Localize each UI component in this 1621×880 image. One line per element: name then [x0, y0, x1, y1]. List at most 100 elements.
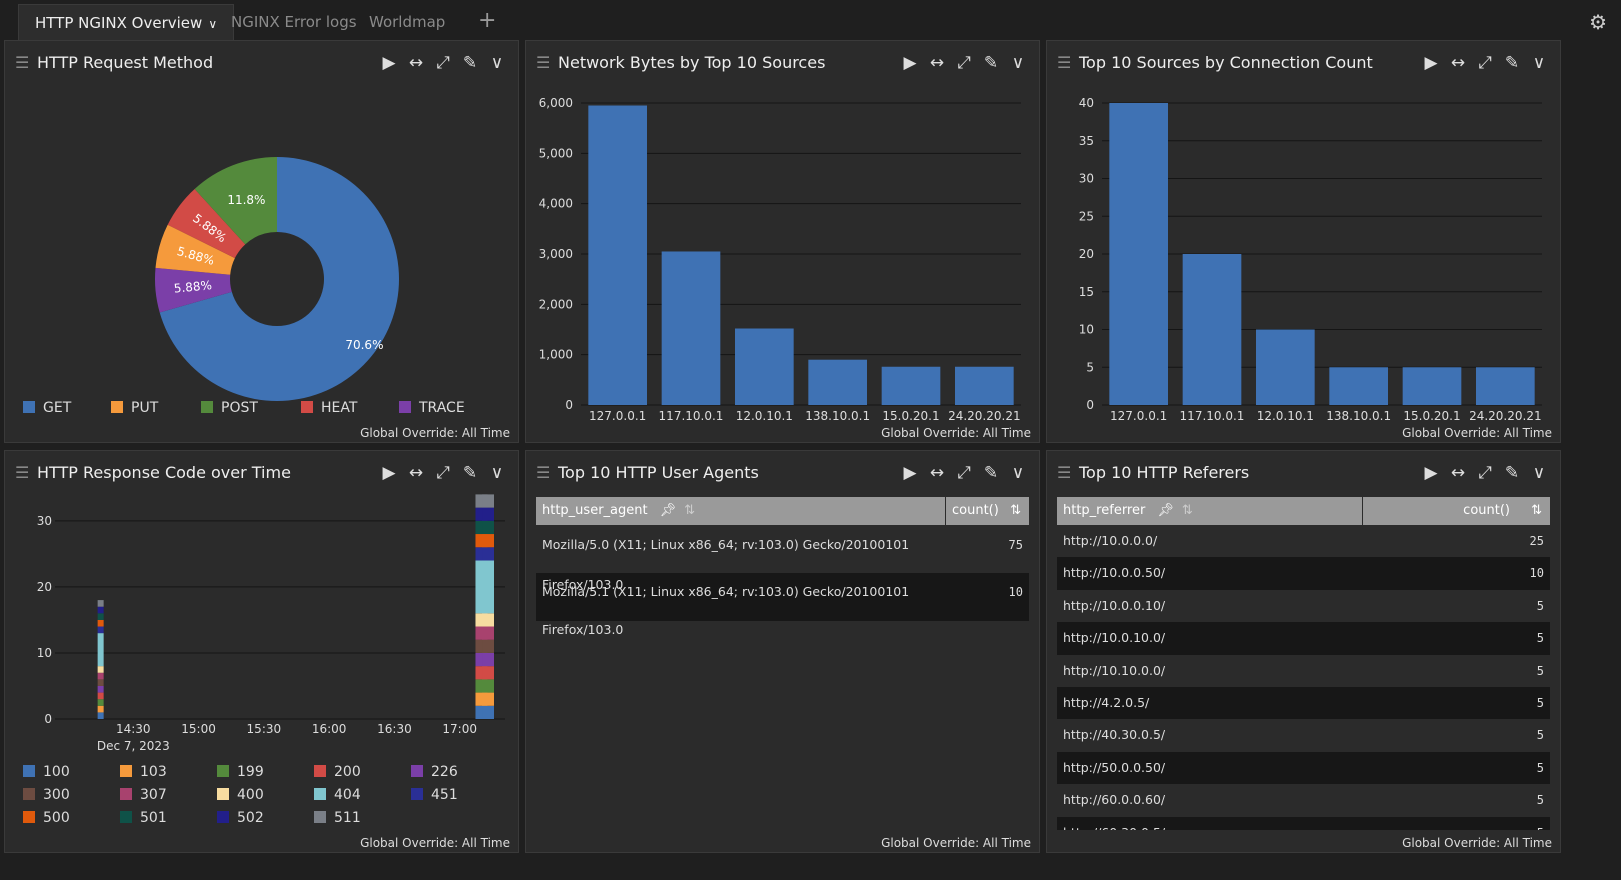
edit-icon[interactable]: ✎	[983, 463, 999, 483]
legend-item-501[interactable]: 501	[120, 809, 167, 827]
legend-item-put[interactable]: PUT	[111, 399, 158, 417]
table-row[interactable]: http://40.30.0.5/5	[1057, 719, 1550, 751]
play-icon[interactable]: ▶	[903, 53, 917, 73]
legend-item-post[interactable]: POST	[201, 399, 258, 417]
table-row[interactable]: Mozilla/5.0 (X11; Linux x86_64; rv:103.0…	[542, 537, 1023, 592]
drag-handle-icon[interactable]: ☰	[15, 53, 30, 72]
legend-item-400[interactable]: 400	[217, 786, 264, 804]
count-cell: 5	[1536, 793, 1544, 808]
legend-item-500[interactable]: 500	[23, 809, 70, 827]
resize-horizontal-icon[interactable]: ↔	[408, 53, 424, 73]
legend-item-heat[interactable]: HEAT	[301, 399, 357, 417]
drag-handle-icon[interactable]: ☰	[1057, 53, 1072, 72]
play-icon[interactable]: ▶	[382, 463, 396, 483]
table-row[interactable]: http://10.0.10.0/5	[1057, 622, 1550, 655]
expand-icon[interactable]: ⤢	[957, 463, 971, 483]
stack-segment-307	[97, 672, 104, 680]
chevron-down-icon[interactable]: ∨	[1532, 53, 1546, 73]
chevron-down-icon[interactable]: ∨	[1532, 463, 1546, 483]
expand-icon[interactable]: ⤢	[436, 53, 450, 73]
legend-item-511[interactable]: 511	[314, 809, 361, 827]
bar	[955, 366, 1014, 405]
bar	[661, 251, 721, 405]
sort-icon[interactable]: ⇅	[1531, 503, 1542, 518]
resize-horizontal-icon[interactable]: ↔	[408, 463, 424, 483]
legend-swatch	[314, 788, 326, 800]
table-row[interactable]: http://50.0.0.50/5	[1057, 751, 1550, 785]
legend-item-100[interactable]: 100	[23, 763, 70, 781]
legend-item-199[interactable]: 199	[217, 763, 264, 781]
sort-icon[interactable]: ⇅	[1181, 503, 1193, 518]
legend-item-get[interactable]: GET	[23, 399, 71, 417]
column-header-user-agent[interactable]: http_user_agent 📌︎ ⇅	[536, 497, 946, 525]
chevron-down-icon[interactable]: ∨	[490, 463, 504, 483]
add-tab-icon[interactable]: +	[478, 8, 497, 33]
edit-icon[interactable]: ✎	[1504, 53, 1520, 73]
edit-icon[interactable]: ✎	[462, 53, 478, 73]
column-header-referrer[interactable]: http_referrer 📌︎ ⇅	[1057, 497, 1363, 525]
resize-horizontal-icon[interactable]: ↔	[1450, 53, 1466, 73]
legend-item-200[interactable]: 200	[314, 763, 361, 781]
edit-icon[interactable]: ✎	[1504, 463, 1520, 483]
legend-item-103[interactable]: 103	[120, 763, 167, 781]
table-row[interactable]: http://60.0.0.60/5	[1057, 784, 1550, 816]
resize-horizontal-icon[interactable]: ↔	[1450, 463, 1466, 483]
sort-icon[interactable]: ⇅	[1010, 503, 1021, 518]
table-row[interactable]: http://10.0.0.0/25	[1057, 525, 1550, 557]
stack-segment-502	[482, 507, 495, 521]
table-row[interactable]: http://10.0.0.50/10	[1057, 557, 1550, 590]
legend-label: POST	[221, 400, 258, 416]
legend-item-307[interactable]: 307	[120, 786, 167, 804]
table-row[interactable]: http://60.30.0.5/5	[1057, 816, 1550, 830]
drag-handle-icon[interactable]: ☰	[1057, 463, 1072, 482]
legend-item-226[interactable]: 226	[411, 763, 458, 781]
expand-icon[interactable]: ⤢	[1478, 53, 1492, 73]
column-header-count[interactable]: count() ⇅	[1363, 497, 1550, 525]
play-icon[interactable]: ▶	[903, 463, 917, 483]
play-icon[interactable]: ▶	[382, 53, 396, 73]
play-icon[interactable]: ▶	[1424, 463, 1438, 483]
table-row[interactable]: http://10.10.0.0/5	[1057, 655, 1550, 687]
count-cell: 10	[1529, 566, 1544, 581]
resize-horizontal-icon[interactable]: ↔	[929, 463, 945, 483]
resize-horizontal-icon[interactable]: ↔	[929, 53, 945, 73]
legend-item-451[interactable]: 451	[411, 786, 458, 804]
chevron-down-icon[interactable]: ∨	[1011, 463, 1025, 483]
stack-segment-103	[97, 705, 104, 713]
referrer-cell: http://60.0.0.60/	[1063, 792, 1166, 808]
edit-icon[interactable]: ✎	[983, 53, 999, 73]
legend-item-trace[interactable]: TRACE	[399, 399, 465, 417]
drag-handle-icon[interactable]: ☰	[536, 53, 551, 72]
legend-item-502[interactable]: 502	[217, 809, 264, 827]
tab-worldmap[interactable]: Worldmap	[369, 13, 446, 31]
chevron-down-icon[interactable]: ∨	[208, 17, 218, 31]
legend-label: 307	[140, 787, 167, 803]
drag-handle-icon[interactable]: ☰	[15, 463, 30, 482]
sort-icon[interactable]: ⇅	[684, 503, 696, 518]
column-header-count[interactable]: count() ⇅	[946, 497, 1029, 525]
legend-item-300[interactable]: 300	[23, 786, 70, 804]
table-row[interactable]: http://10.0.0.10/5	[1057, 590, 1550, 622]
pin-icon[interactable]: 📌︎	[659, 503, 677, 518]
chevron-down-icon[interactable]: ∨	[1011, 53, 1025, 73]
y-tick-label: 0	[1086, 398, 1094, 412]
tab-nginx-error-logs[interactable]: NGINX Error logs	[231, 13, 357, 31]
table-row[interactable]: Mozilla/5.1 (X11; Linux x86_64; rv:103.0…	[536, 573, 1029, 637]
drag-handle-icon[interactable]: ☰	[536, 463, 551, 482]
edit-icon[interactable]: ✎	[462, 463, 478, 483]
table-row[interactable]: http://4.2.0.5/5	[1057, 686, 1550, 720]
legend-swatch	[120, 811, 132, 823]
play-icon[interactable]: ▶	[1424, 53, 1438, 73]
gear-icon[interactable]: ⚙	[1589, 10, 1607, 34]
expand-icon[interactable]: ⤢	[1478, 463, 1492, 483]
x-tick-label: 15:00	[181, 722, 216, 736]
chevron-down-icon[interactable]: ∨	[490, 53, 504, 73]
expand-icon[interactable]: ⤢	[957, 53, 971, 73]
tab-http-nginx-overview[interactable]: HTTP NGINX Overview ∨	[18, 4, 235, 40]
expand-icon[interactable]: ⤢	[436, 463, 450, 483]
stack-segment-511	[482, 494, 495, 508]
legend-item-404[interactable]: 404	[314, 786, 361, 804]
tab-bar: HTTP NGINX Overview ∨ NGINX Error logs Wo…	[0, 0, 1621, 40]
pin-icon[interactable]: 📌︎	[1157, 503, 1174, 518]
global-override-label: Global Override: All Time	[360, 836, 510, 850]
